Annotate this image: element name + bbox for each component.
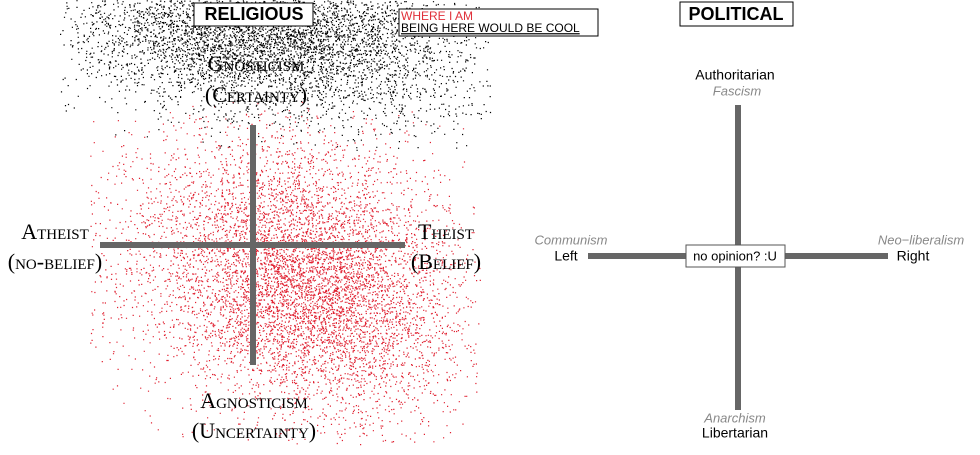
legend-black: BEING HERE WOULD BE COOL xyxy=(401,21,580,35)
political-bottom-sub: Anarchism xyxy=(703,410,766,425)
dot-clouds xyxy=(60,0,492,446)
political-right: Right xyxy=(897,248,930,264)
political-center: no opinion? :U xyxy=(693,248,777,263)
political-title-box xyxy=(679,1,794,27)
religious-bottom-sub: (Uncertainty) xyxy=(192,418,316,443)
religious-title: RELIGIOUS xyxy=(204,4,303,24)
religious-title-box xyxy=(193,2,314,27)
political-left: Left xyxy=(554,248,577,264)
political-bottom: Libertarian xyxy=(702,425,768,441)
political-title: POLITICAL xyxy=(689,4,784,24)
religious-right-sub: (Belief) xyxy=(411,249,481,274)
political-left-sub: Communism xyxy=(535,232,608,247)
religious-top-sub: (Certainty) xyxy=(205,82,307,107)
political-top: Authoritarian xyxy=(695,67,774,83)
black-dots xyxy=(60,0,492,151)
legend-red: WHERE I AM xyxy=(401,9,473,23)
political-right-sub: Neo−liberalism xyxy=(878,232,965,247)
religious-bottom: Agnosticism xyxy=(200,388,308,413)
center-box xyxy=(685,244,786,268)
religious-top: Gnosticism xyxy=(208,51,305,76)
religious-left-sub: (no-belief) xyxy=(8,249,102,274)
legend-box xyxy=(398,8,599,37)
political-top-sub: Fascism xyxy=(713,83,762,98)
religious-right: Theist xyxy=(418,219,474,244)
religious-left: Atheist xyxy=(21,219,89,244)
